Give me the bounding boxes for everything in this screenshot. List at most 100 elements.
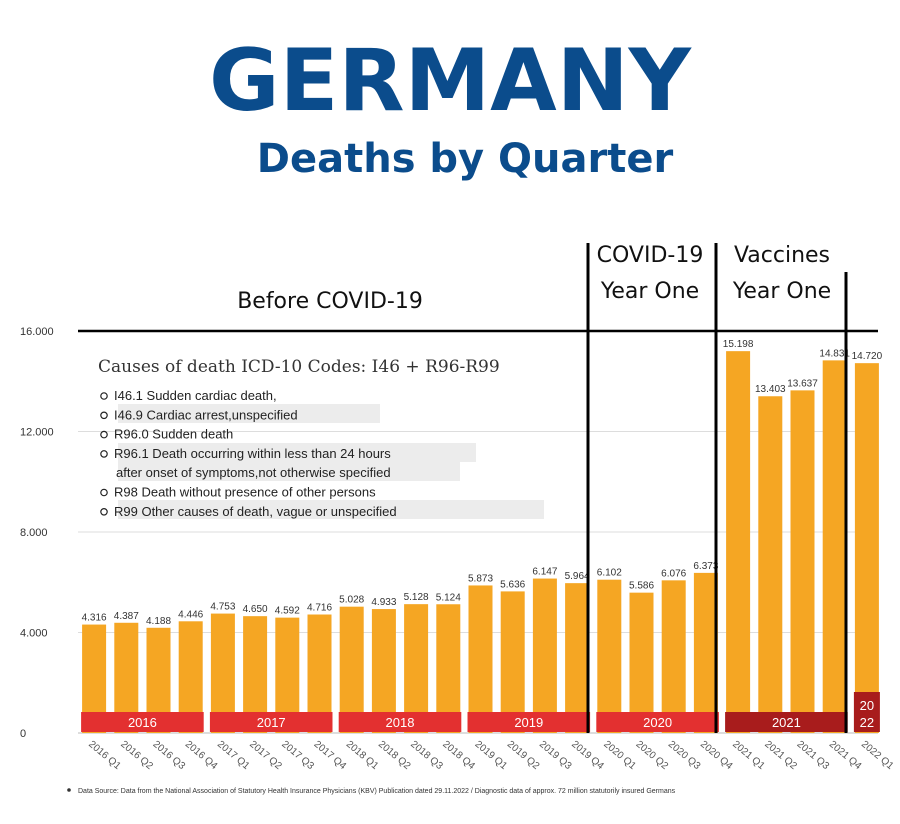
period-dividers xyxy=(78,243,878,733)
year-band-label: 2018 xyxy=(386,715,415,730)
bar xyxy=(468,585,493,733)
year-bands: 2016 2017 2018 2019 2020 2021 20 22 xyxy=(81,692,880,732)
x-tick-label: 2019 Q3 xyxy=(537,739,574,772)
y-tick-label: 4.000 xyxy=(20,628,48,640)
icd-item: after onset of symptoms,not otherwise sp… xyxy=(116,465,391,480)
x-tick-label: 2016 Q4 xyxy=(183,739,220,772)
bar xyxy=(758,396,783,733)
data-label: 6.373 xyxy=(693,561,718,572)
x-tick-label: 2020 Q1 xyxy=(601,739,638,772)
x-tick-label: 2018 Q1 xyxy=(344,739,381,772)
data-label: 5.128 xyxy=(404,592,429,603)
year-band xyxy=(467,712,591,732)
y-tick-label: 16.000 xyxy=(20,326,54,338)
x-tick-label: 2020 Q4 xyxy=(698,739,735,772)
x-tick-label: 2021 Q1 xyxy=(730,739,767,772)
data-label: 4.316 xyxy=(82,613,107,624)
year-band-label: 2019 xyxy=(514,715,543,730)
x-tick-label: 2017 Q4 xyxy=(312,739,349,772)
bar xyxy=(565,583,590,733)
x-tick-label: 2021 Q2 xyxy=(762,739,799,772)
bar xyxy=(436,604,461,733)
bar xyxy=(790,390,815,733)
bullet xyxy=(100,507,108,516)
data-label: 4.753 xyxy=(210,602,235,613)
x-tick-label: 2018 Q4 xyxy=(440,739,477,772)
icd-highlight-2 xyxy=(118,443,476,462)
x-tick-label: 2016 Q1 xyxy=(86,739,123,772)
icd-item: I46.1 Sudden cardiac death, xyxy=(114,388,277,403)
data-label: 4.188 xyxy=(146,616,171,627)
data-label: 5.586 xyxy=(629,581,654,592)
icd-item: R98 Death without presence of other pers… xyxy=(114,485,376,500)
data-label: 4.716 xyxy=(307,603,332,614)
data-label: 4.592 xyxy=(275,606,300,617)
data-label: 4.387 xyxy=(114,611,139,622)
bar xyxy=(822,360,847,733)
chart-title: GERMANY xyxy=(209,31,693,131)
icd-item: R96.1 Death occurring within less than 2… xyxy=(114,446,391,461)
x-tick-label: 2017 Q1 xyxy=(215,739,252,772)
icd-highlight-4 xyxy=(118,500,544,519)
icd-item: I46.9 Cardiac arrest,unspecified xyxy=(114,407,298,422)
x-tick-label: 2016 Q2 xyxy=(118,739,155,772)
year-band-label: 20 22 xyxy=(860,698,874,730)
year-band-label-line: 20 xyxy=(860,698,874,713)
period-label-covid-1: COVID-19 xyxy=(597,243,704,268)
year-band-label: 2021 xyxy=(772,715,801,730)
y-tick-label: 0 xyxy=(20,728,26,740)
year-band-label: 2016 xyxy=(128,715,157,730)
icd-item: R96.0 Sudden death xyxy=(114,427,233,442)
icd-highlight-1 xyxy=(118,404,380,423)
data-label: 13.637 xyxy=(787,378,818,389)
bullet xyxy=(100,430,108,439)
x-tick-label: 2020 Q3 xyxy=(666,739,703,772)
y-tick-label: 12.000 xyxy=(20,427,54,439)
x-tick-label: 2021 Q3 xyxy=(795,739,832,772)
data-label: 4.933 xyxy=(371,597,396,608)
data-label: 5.636 xyxy=(500,579,525,590)
data-label: 14.831 xyxy=(819,348,850,359)
bullet xyxy=(100,450,108,458)
data-label: 4.650 xyxy=(243,604,268,615)
year-band xyxy=(853,692,880,732)
icd-item: R99 Other causes of death, vague or unsp… xyxy=(114,504,397,519)
data-label: 5.028 xyxy=(339,595,364,606)
bullet xyxy=(100,411,108,420)
icd-title: Causes of death ICD-10 Codes: I46 + R96-… xyxy=(98,357,500,377)
bar xyxy=(500,591,525,733)
bar xyxy=(597,579,622,733)
year-band xyxy=(725,712,848,732)
period-label-vaccines-1: Vaccines xyxy=(734,243,830,268)
data-label: 6.147 xyxy=(532,567,557,578)
x-tick-label: 2017 Q2 xyxy=(247,739,284,772)
bar xyxy=(629,592,654,733)
x-tick-label: 2016 Q3 xyxy=(151,739,188,772)
chart-subtitle: Deaths by Quarter xyxy=(257,136,674,182)
x-tick-label: 2018 Q3 xyxy=(408,739,445,772)
data-label: 5.873 xyxy=(468,573,493,584)
bar xyxy=(532,578,557,733)
bar xyxy=(404,604,429,733)
x-tick-label: 2020 Q2 xyxy=(634,739,671,772)
data-label: 6.102 xyxy=(597,568,622,579)
data-source-note: Data Source: Data from the National Asso… xyxy=(78,788,676,795)
bullet xyxy=(100,488,108,497)
year-band-label: 2017 xyxy=(257,715,286,730)
bar xyxy=(854,363,879,733)
x-tick-label: 2017 Q3 xyxy=(279,739,316,772)
source-bullet xyxy=(67,788,71,792)
period-label-before: Before COVID-19 xyxy=(237,289,423,314)
x-tick-label: 2019 Q4 xyxy=(569,739,606,772)
data-label: 6.076 xyxy=(661,568,686,579)
period-label-vaccines-2: Year One xyxy=(732,279,831,304)
x-tick-label: 2019 Q1 xyxy=(473,739,510,772)
data-label: 5.964 xyxy=(565,571,590,582)
data-label: 5.124 xyxy=(436,592,461,603)
data-label: 14.720 xyxy=(852,351,883,362)
year-band xyxy=(596,712,719,732)
year-band-label: 2020 xyxy=(643,715,672,730)
bar xyxy=(693,572,718,733)
